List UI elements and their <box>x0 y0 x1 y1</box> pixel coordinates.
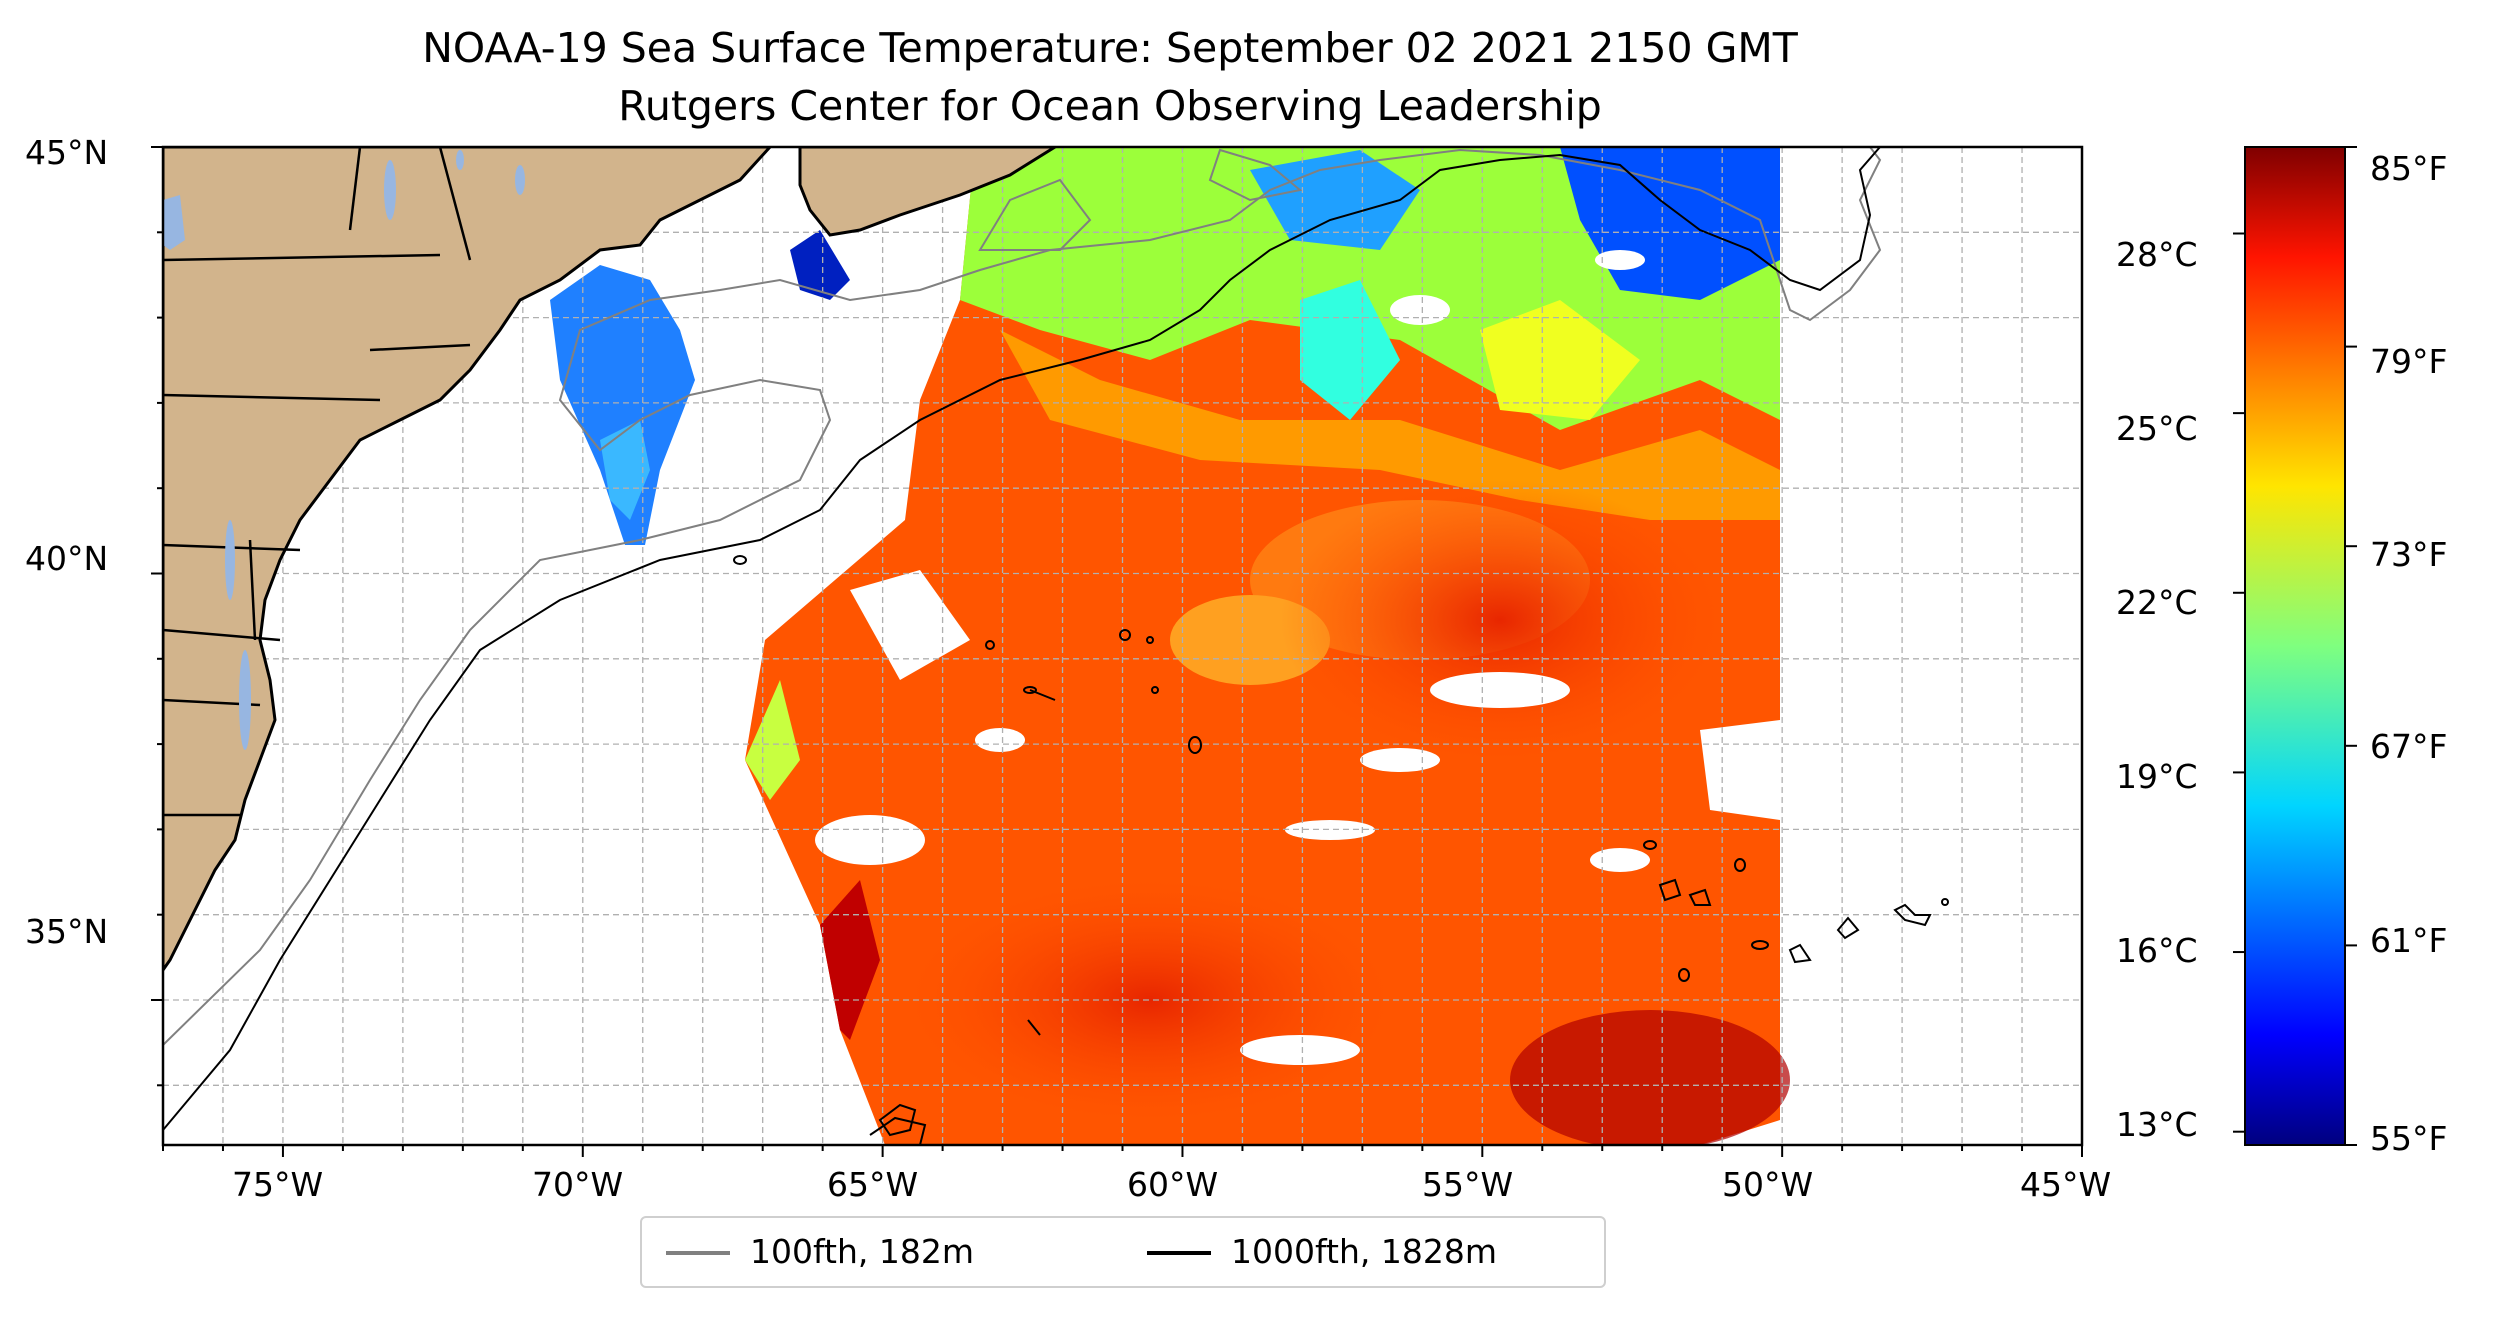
map-subtitle: Rutgers Center for Ocean Observing Leade… <box>618 82 1602 130</box>
lat-label-35: 35°N <box>25 912 109 951</box>
lat-label-45: 45°N <box>25 133 109 172</box>
colorbar-celsius-label: 25°C <box>2116 409 2198 448</box>
lon-label-75: 75°W <box>232 1165 324 1204</box>
state-borders <box>163 147 472 817</box>
legend-swatch-100fth <box>666 1251 730 1255</box>
contour-1000fth <box>163 147 1881 1145</box>
lon-label-70: 70°W <box>532 1165 624 1204</box>
colorbar-fahrenheit-label: 55°F <box>2370 1119 2448 1158</box>
map-legend: 100fth, 182m 1000fth, 1828m <box>640 1216 1606 1288</box>
lon-label-65: 65°W <box>827 1165 919 1204</box>
lakes <box>163 150 525 750</box>
nova-scotia <box>798 147 1058 237</box>
legend-label-1000fth: 1000fth, 1828m <box>1231 1232 1497 1271</box>
lon-label-55: 55°W <box>1422 1165 1514 1204</box>
colorbar-celsius-label: 13°C <box>2116 1105 2198 1144</box>
lon-label-60: 60°W <box>1127 1165 1219 1204</box>
contour-100fth <box>163 147 1882 1046</box>
map-body <box>163 147 2082 1145</box>
map-gridlines <box>163 147 2082 1145</box>
north-american-coast <box>163 147 773 973</box>
colorbar-fahrenheit-label: 61°F <box>2370 921 2448 960</box>
colorbar-celsius-label: 28°C <box>2116 235 2198 274</box>
colorbar-fahrenheit-label: 67°F <box>2370 727 2448 766</box>
colorbar-fahrenheit-label: 79°F <box>2370 342 2448 381</box>
lat-label-40: 40°N <box>25 539 109 578</box>
colorbar-fahrenheit-label: 73°F <box>2370 535 2448 574</box>
legend-label-100fth: 100fth, 182m <box>750 1232 974 1271</box>
colorbar-celsius-label: 22°C <box>2116 583 2198 622</box>
legend-swatch-1000fth <box>1147 1251 1211 1255</box>
colorbar-ticks <box>2233 146 2357 1146</box>
colorbar-fahrenheit-label: 85°F <box>2370 149 2448 188</box>
colorbar-celsius-label: 16°C <box>2116 931 2198 970</box>
colorbar <box>2244 146 2346 1146</box>
lon-label-45: 45°W <box>2020 1165 2112 1204</box>
sst-swath <box>550 147 1790 1145</box>
land <box>163 147 1058 973</box>
seamounts <box>733 555 1949 1036</box>
lon-label-50: 50°W <box>1722 1165 1814 1204</box>
map-axis-ticks <box>151 146 2083 1157</box>
colorbar-celsius-label: 19°C <box>2116 757 2198 796</box>
map-title: NOAA-19 Sea Surface Temperature: Septemb… <box>422 24 1798 72</box>
